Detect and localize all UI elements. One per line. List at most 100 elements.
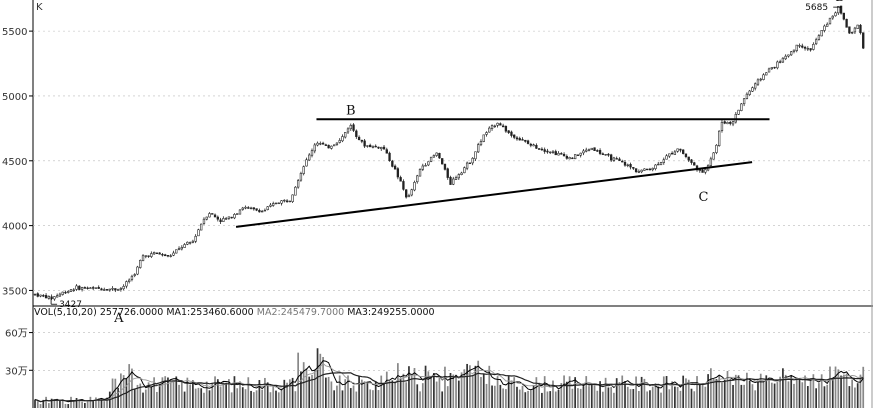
volume-bar <box>194 388 197 408</box>
candle-up <box>72 289 75 291</box>
candlestick-series <box>33 5 865 301</box>
volume-bar <box>128 364 131 408</box>
volume-bar <box>322 357 324 408</box>
volume-bar <box>197 387 200 408</box>
candle-up <box>249 207 253 210</box>
candle-up <box>313 144 316 152</box>
volume-bar <box>851 379 854 408</box>
volume-bar <box>460 372 463 408</box>
candle-up <box>726 122 729 125</box>
candle-down <box>618 158 621 161</box>
volume-bar <box>117 387 119 408</box>
candle-up <box>266 206 269 210</box>
candle-down <box>247 207 250 209</box>
volume-bar <box>189 384 191 408</box>
candle-up <box>604 154 607 156</box>
candle-up <box>770 67 773 70</box>
candle-down <box>391 160 394 167</box>
candle-up <box>718 130 721 147</box>
candle-up <box>654 164 657 170</box>
volume-bar <box>416 384 419 408</box>
volume-bar <box>313 369 316 408</box>
volume-bar <box>72 400 75 408</box>
candle-up <box>668 153 671 157</box>
volume-bar <box>621 375 624 408</box>
volume-bar <box>718 374 721 408</box>
candle-up <box>222 218 225 222</box>
volume-bar <box>563 375 565 408</box>
volume-bar <box>723 379 726 408</box>
volume-bar <box>205 381 208 408</box>
candle-down <box>213 214 217 218</box>
candle-up <box>712 152 715 160</box>
candle-down <box>441 158 444 165</box>
volume-bar <box>344 379 347 408</box>
volume-bar <box>466 363 468 408</box>
candle-up <box>585 149 588 152</box>
volume-bar <box>446 386 449 408</box>
volume-bar <box>272 385 275 408</box>
candle-up <box>274 202 278 205</box>
volume-bar <box>338 375 341 408</box>
volume-bar <box>582 386 585 408</box>
volume-bar <box>615 378 618 408</box>
volume-bar <box>283 379 286 408</box>
candle-down <box>801 45 804 48</box>
volume-bar <box>795 377 798 408</box>
volume-bar <box>510 380 513 408</box>
volume-bar <box>341 390 344 408</box>
volume-bar <box>311 374 313 408</box>
volume-bar <box>543 376 546 408</box>
volume-bar <box>34 399 36 408</box>
volume-bar <box>255 390 258 408</box>
volume-bar <box>488 365 491 408</box>
candle-up <box>460 172 463 175</box>
volume-bar <box>804 375 806 408</box>
volume-bar <box>599 381 601 408</box>
volume-bar <box>219 386 222 408</box>
candle-down <box>773 66 776 69</box>
volume-tick-label: 60万 <box>5 329 28 340</box>
candle-up <box>280 200 283 204</box>
candle-up <box>197 229 200 237</box>
candle-up <box>410 189 413 196</box>
volume-bar <box>225 382 227 408</box>
candle-up <box>657 163 660 166</box>
candle-up <box>241 207 244 210</box>
volume-bar <box>239 381 241 408</box>
candle-down <box>845 18 848 28</box>
price-tick-label: 4500 <box>2 157 27 168</box>
volume-bar <box>737 374 740 408</box>
volume-bar <box>42 399 45 408</box>
candle-up <box>67 291 70 293</box>
volume-bar <box>302 362 305 408</box>
volume-bar <box>377 390 380 408</box>
volume-bar <box>660 392 662 408</box>
volume-bar <box>352 385 355 408</box>
volume-bar <box>690 388 693 408</box>
candle-down <box>607 153 610 156</box>
candle-up <box>820 30 823 37</box>
volume-bar <box>316 348 319 408</box>
volume-bar <box>192 380 194 408</box>
price-tick-label: 4000 <box>2 222 27 233</box>
volume-bar <box>787 381 790 408</box>
candle-up <box>720 121 724 131</box>
candle-up <box>333 144 336 147</box>
candle-down <box>593 147 596 151</box>
volume-bar <box>856 383 859 408</box>
candle-down <box>687 156 690 161</box>
volume-bars <box>34 348 865 408</box>
candle-up <box>731 121 735 125</box>
candle-up <box>751 87 754 92</box>
volume-bar <box>305 368 308 408</box>
volume-bar <box>502 388 504 408</box>
candle-down <box>86 287 89 289</box>
candle-up <box>75 285 78 290</box>
volume-bar <box>358 376 360 408</box>
candle-up <box>299 173 303 181</box>
volume-bar <box>180 379 183 408</box>
candle-down <box>166 255 170 257</box>
volume-bar <box>286 382 288 408</box>
